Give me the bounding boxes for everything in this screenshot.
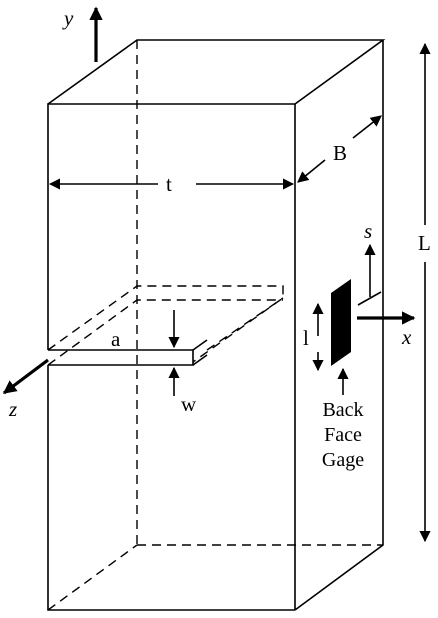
gage-caption: Back Face Gage <box>303 398 383 473</box>
length-label: L <box>418 231 431 255</box>
notch-front-edges <box>48 349 194 366</box>
gage-length-label: l <box>303 326 309 350</box>
back-face-gage <box>331 279 351 366</box>
top-face <box>47 39 386 105</box>
gage-caption-line-2: Face <box>324 424 362 446</box>
hidden-crack-right <box>206 297 284 351</box>
gage-caption-line-1: Back <box>322 399 364 421</box>
gage-caption-line-3: Gage <box>321 449 365 471</box>
hidden-bottom-diagonal <box>47 544 138 611</box>
hidden-crack-plane-lower <box>47 299 283 366</box>
dim-b-upper <box>352 115 382 139</box>
width-label: B <box>333 141 348 165</box>
y-axis-label: y <box>64 6 74 30</box>
front-face-lower <box>47 365 295 611</box>
x-axis-label: x <box>402 325 412 349</box>
notch-width-label: w <box>181 392 197 416</box>
z-axis-label: z <box>9 397 18 421</box>
front-face-upper <box>47 103 296 610</box>
s-axis-label: s <box>364 219 373 243</box>
crack-length-label: a <box>111 327 121 351</box>
z-axis-arrow <box>2 358 49 395</box>
dim-b-lower <box>297 159 326 183</box>
hidden-crack-plane <box>47 285 284 363</box>
thickness-label: t <box>166 172 172 196</box>
s-axis-tick <box>357 291 382 306</box>
notch-right-edge <box>192 339 208 366</box>
